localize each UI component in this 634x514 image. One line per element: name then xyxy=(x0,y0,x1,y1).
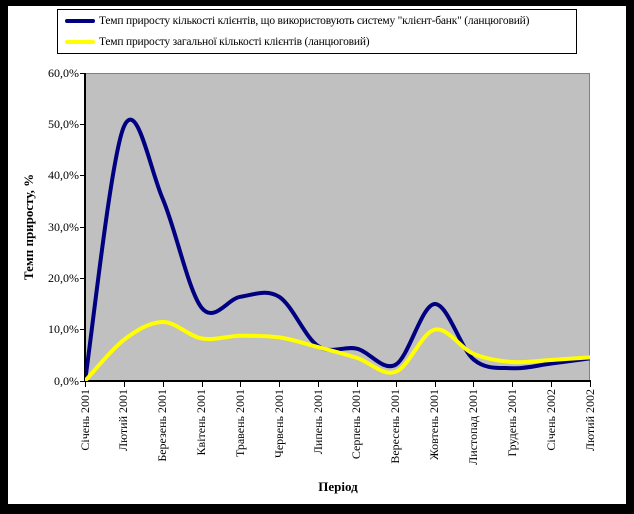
y-axis-tick xyxy=(80,277,85,279)
x-tick-label: Вересень 2001 xyxy=(388,389,403,464)
legend-line-total-clients-icon xyxy=(65,40,95,44)
x-axis-tick xyxy=(240,381,242,387)
y-tick-label: 30,0% xyxy=(48,219,79,234)
legend-label-client-bank: Темп приросту кількості клієнтів, що вик… xyxy=(99,15,530,27)
x-tick-label: Серпень 2001 xyxy=(349,389,364,460)
legend-item-total-clients: Темп приросту загальної кількості клієнт… xyxy=(65,33,574,52)
y-tick-label: 60,0% xyxy=(48,65,79,80)
x-axis-tick xyxy=(279,381,281,387)
x-axis-title: Період xyxy=(318,479,358,494)
y-axis-tick xyxy=(80,72,85,74)
legend-item-client-bank: Темп приросту кількості клієнтів, що вик… xyxy=(65,12,574,31)
x-axis-tick xyxy=(162,381,164,387)
x-axis-tick xyxy=(434,381,436,387)
x-tick-label: Листопад 2001 xyxy=(465,389,480,465)
x-axis-tick xyxy=(356,381,358,387)
plot-area xyxy=(85,73,590,381)
x-tick-label: Січень 2002 xyxy=(543,389,558,451)
x-tick-label: Грудень 2001 xyxy=(504,389,519,457)
x-axis-tick xyxy=(201,381,203,387)
y-tick-label: 10,0% xyxy=(48,322,79,337)
y-tick-label: 50,0% xyxy=(48,116,79,131)
series-line-client-bank xyxy=(85,117,590,381)
x-tick-label: Січень 2001 xyxy=(77,389,92,451)
x-axis-tick xyxy=(473,381,475,387)
x-tick-label: Лютий 2001 xyxy=(116,389,131,452)
x-axis-tick xyxy=(395,381,397,387)
x-tick-label: Травень 2001 xyxy=(232,389,247,458)
x-axis-tick xyxy=(590,381,591,387)
y-tick-label: 40,0% xyxy=(48,168,79,183)
x-axis-tick xyxy=(512,381,514,387)
x-tick-label: Лютий 2002 xyxy=(582,389,597,452)
y-axis-tick xyxy=(80,226,85,228)
y-axis-tick xyxy=(80,329,85,331)
x-axis-tick xyxy=(123,381,125,387)
x-axis-line xyxy=(84,380,591,382)
legend-line-client-bank-icon xyxy=(65,19,95,23)
x-tick-label: Червень 2001 xyxy=(271,389,286,458)
y-tick-label: 0,0% xyxy=(54,373,79,388)
legend-box: Темп приросту кількості клієнтів, що вик… xyxy=(57,9,577,54)
x-tick-label: Квітень 2001 xyxy=(194,389,209,456)
x-axis-tick xyxy=(85,381,86,387)
x-axis-tick xyxy=(551,381,553,387)
series-line-total-clients xyxy=(85,319,590,381)
y-tick-label: 20,0% xyxy=(48,270,79,285)
y-axis-tick xyxy=(80,175,85,177)
y-axis-tick xyxy=(80,380,85,382)
x-tick-label: Липень 2001 xyxy=(310,389,325,455)
y-axis-tick xyxy=(80,123,85,125)
x-axis-tick xyxy=(318,381,320,387)
legend-label-total-clients: Темп приросту загальної кількості клієнт… xyxy=(99,36,370,48)
x-tick-label: Жовтень 2001 xyxy=(427,389,442,460)
series-plot xyxy=(85,117,590,381)
y-axis-line xyxy=(84,73,86,382)
x-tick-label: Березень 2001 xyxy=(155,389,170,462)
